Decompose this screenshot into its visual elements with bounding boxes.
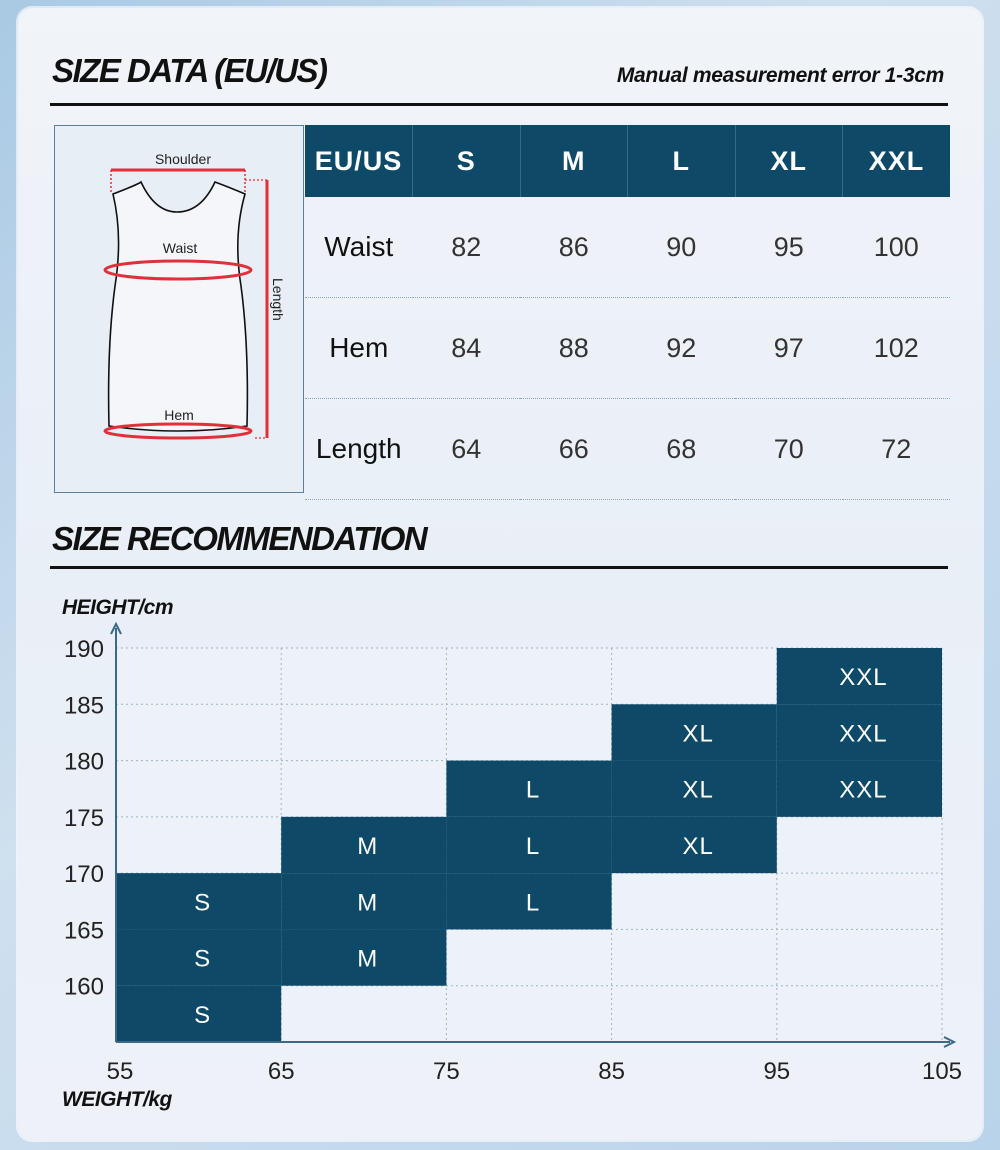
table-cell: 102 [842, 297, 950, 399]
table-cell: 86 [520, 197, 628, 298]
table-cell: 88 [520, 297, 628, 399]
table-row: Hem 84 88 92 97 102 [305, 297, 950, 399]
header-cell: M [520, 125, 628, 197]
table-cell: 92 [627, 297, 735, 399]
waist-label: Waist [163, 240, 198, 256]
garment-outline [107, 180, 249, 432]
table-cell: 95 [735, 197, 843, 298]
table-cell: 90 [627, 197, 735, 298]
table-cell: 82 [412, 197, 520, 298]
recommendation-divider [50, 566, 948, 569]
hem-label: Hem [164, 407, 194, 423]
tank-top-diagram: Shoulder Waist Hem Length [54, 125, 304, 493]
row-label: Waist [305, 197, 413, 298]
measurement-note: Manual measurement error 1-3cm [616, 64, 944, 87]
table-cell: 70 [735, 398, 843, 500]
hem-measure-ellipse [103, 422, 253, 440]
table-cell: 100 [842, 197, 950, 298]
x-axis-title: WEIGHT/kg [62, 1088, 172, 1111]
header-cell: EU/US [305, 125, 413, 197]
table-cell: 66 [520, 398, 628, 500]
table-cell: 84 [412, 297, 520, 399]
length-label: Length [270, 278, 286, 321]
row-label: Hem [305, 297, 413, 399]
table-row: Length 64 66 68 70 72 [305, 398, 950, 500]
table-row: Waist 82 86 90 95 100 [305, 197, 950, 298]
tank-top-illustration: Shoulder Waist Hem Length [103, 151, 286, 440]
table-cell: 72 [842, 398, 950, 500]
y-axis-title: HEIGHT/cm [62, 596, 174, 619]
table-cell: 64 [412, 398, 520, 500]
header-cell: S [412, 125, 521, 197]
size-data-table: EU/US S M L XL XXL Waist 82 86 90 95 100… [305, 125, 950, 500]
row-label: Length [305, 398, 413, 500]
header-cell: XXL [842, 125, 950, 197]
size-data-title: SIZE DATA (EU/US) [52, 52, 328, 89]
size-recommendation-title: SIZE RECOMMENDATION [52, 520, 428, 557]
header-cell: XL [735, 125, 843, 197]
table-header-row: EU/US S M L XL XXL [305, 125, 950, 197]
table-cell: 97 [735, 297, 843, 399]
waist-measure-ellipse [103, 259, 253, 281]
table-cell: 68 [627, 398, 735, 500]
shoulder-label: Shoulder [155, 151, 211, 167]
size-data-divider [50, 103, 948, 106]
header-cell: L [627, 125, 736, 197]
